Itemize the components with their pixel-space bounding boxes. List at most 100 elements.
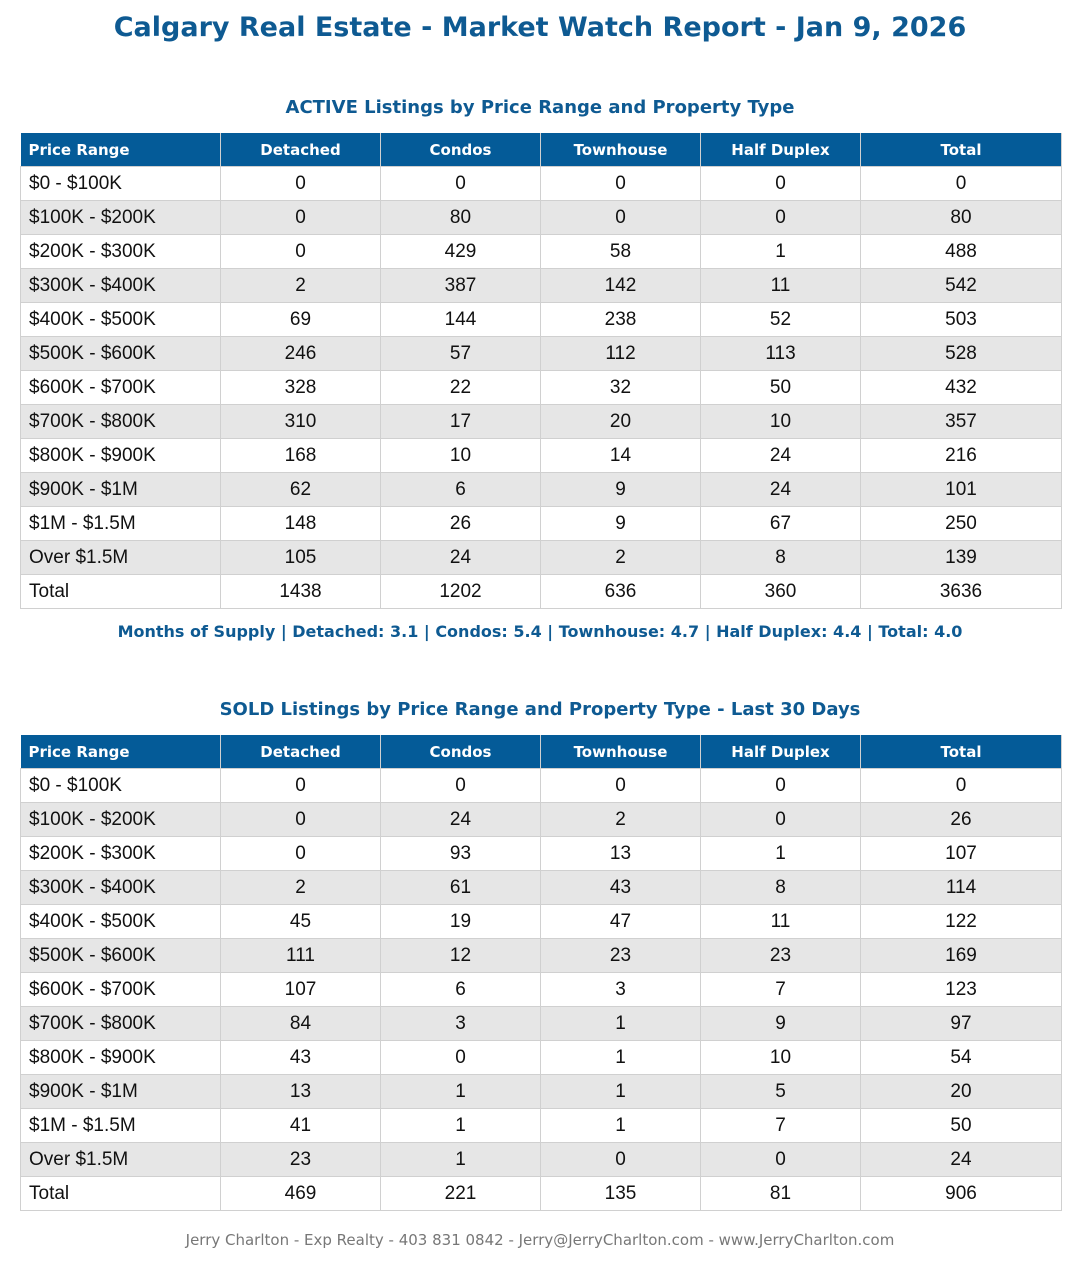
table-cell: 216 <box>860 438 1062 473</box>
table-cell: 13 <box>540 836 701 871</box>
table-row: $500K - $600K 111 12 23 23 169 <box>20 938 1062 973</box>
table-cell: 0 <box>220 802 381 837</box>
table-cell: 24 <box>860 1142 1062 1177</box>
table-cell: 168 <box>220 438 381 473</box>
table-cell: 5 <box>700 1074 861 1109</box>
table-cell: 2 <box>540 802 701 837</box>
table-cell: 1 <box>540 1074 701 1109</box>
table-cell: 9 <box>540 472 701 507</box>
table-cell: 0 <box>220 234 381 269</box>
table-row: $900K - $1M 62 6 9 24 101 <box>20 472 1062 507</box>
table-cell: 1 <box>380 1108 541 1143</box>
table-row: $800K - $900K 168 10 14 24 216 <box>20 438 1062 473</box>
sold-table: Price Range Detached Condos Townhouse Half D… <box>20 735 1062 1211</box>
table-cell: 84 <box>220 1006 381 1041</box>
table-cell: 111 <box>220 938 381 973</box>
table-row: $500K - $600K 246 57 112 113 528 <box>20 336 1062 371</box>
table-cell: 23 <box>540 938 701 973</box>
table-cell: 360 <box>700 574 861 609</box>
table-cell: 503 <box>860 302 1062 337</box>
table-cell: 93 <box>380 836 541 871</box>
table-cell: 41 <box>220 1108 381 1143</box>
table-cell: 112 <box>540 336 701 371</box>
table-row: $900K - $1M 13 1 1 5 20 <box>20 1074 1062 1109</box>
table-cell: 0 <box>700 802 861 837</box>
table-row: $700K - $800K 84 3 1 9 97 <box>20 1006 1062 1041</box>
page-title: Calgary Real Estate - Market Watch Repor… <box>113 12 967 43</box>
table-cell: 6 <box>380 972 541 1007</box>
table-row: $300K - $400K 2 387 142 11 542 <box>20 268 1062 303</box>
table-cell: 0 <box>540 200 701 235</box>
table-cell: 26 <box>860 802 1062 837</box>
table-row: $200K - $300K 0 93 13 1 107 <box>20 836 1062 871</box>
table-cell: $800K - $900K <box>20 1040 221 1075</box>
table-row: $0 - $100K 0 0 0 0 0 <box>20 768 1062 803</box>
table-cell: 11 <box>700 904 861 939</box>
table-cell: $700K - $800K <box>20 1006 221 1041</box>
table-cell: 488 <box>860 234 1062 269</box>
table-cell: 7 <box>700 972 861 1007</box>
column-header: Townhouse <box>540 735 701 769</box>
table-cell: 0 <box>220 166 381 201</box>
table-cell: 0 <box>860 768 1062 803</box>
table-cell: 3 <box>540 972 701 1007</box>
table-row: $1M - $1.5M 41 1 1 7 50 <box>20 1108 1062 1143</box>
table-cell: 52 <box>700 302 861 337</box>
table-cell: 50 <box>700 370 861 405</box>
table-cell: 20 <box>540 404 701 439</box>
table-row: $200K - $300K 0 429 58 1 488 <box>20 234 1062 269</box>
total-row: Total 1438 1202 636 360 3636 <box>20 574 1062 609</box>
column-header: Detached <box>220 133 381 167</box>
table-cell: 10 <box>700 404 861 439</box>
table-cell: 246 <box>220 336 381 371</box>
table-row: $0 - $100K 0 0 0 0 0 <box>20 166 1062 201</box>
table-cell: 32 <box>540 370 701 405</box>
table-cell: 144 <box>380 302 541 337</box>
table-cell: 139 <box>860 540 1062 575</box>
table-row: $400K - $500K 45 19 47 11 122 <box>20 904 1062 939</box>
table-cell: 107 <box>220 972 381 1007</box>
table-cell: 0 <box>860 166 1062 201</box>
table-cell: 0 <box>220 200 381 235</box>
table-cell: 469 <box>220 1176 381 1211</box>
table-row: $400K - $500K 69 144 238 52 503 <box>20 302 1062 337</box>
table-cell: 542 <box>860 268 1062 303</box>
table-cell: 57 <box>380 336 541 371</box>
table-cell: 357 <box>860 404 1062 439</box>
table-cell: 0 <box>380 768 541 803</box>
table-cell: 1 <box>540 1108 701 1143</box>
table-cell: 429 <box>380 234 541 269</box>
table-cell: 8 <box>700 870 861 905</box>
table-cell: 387 <box>380 268 541 303</box>
table-cell: 636 <box>540 574 701 609</box>
table-cell: 105 <box>220 540 381 575</box>
table-cell: 62 <box>220 472 381 507</box>
table-cell: 14 <box>540 438 701 473</box>
table-cell: 169 <box>860 938 1062 973</box>
table-cell: 11 <box>700 268 861 303</box>
table-cell: 12 <box>380 938 541 973</box>
table-cell: 17 <box>380 404 541 439</box>
table-cell: 0 <box>540 768 701 803</box>
table-cell: Over $1.5M <box>20 1142 221 1177</box>
table-cell: 22 <box>380 370 541 405</box>
footer-contact: Jerry Charlton - Exp Realty - 403 831 08… <box>185 1231 895 1249</box>
table-cell: $1M - $1.5M <box>20 506 221 541</box>
table-cell: $1M - $1.5M <box>20 1108 221 1143</box>
table-cell: 24 <box>380 802 541 837</box>
column-header: Total <box>860 133 1062 167</box>
table-row: $600K - $700K 328 22 32 50 432 <box>20 370 1062 405</box>
table-cell: Over $1.5M <box>20 540 221 575</box>
table-row: Over $1.5M 23 1 0 0 24 <box>20 1142 1062 1177</box>
table-cell: 23 <box>700 938 861 973</box>
table-cell: 8 <box>700 540 861 575</box>
active-heading: ACTIVE Listings by Price Range and Prope… <box>285 97 795 118</box>
table-cell: 97 <box>860 1006 1062 1041</box>
table-cell: 45 <box>220 904 381 939</box>
table-cell: 10 <box>700 1040 861 1075</box>
table-cell: 0 <box>540 166 701 201</box>
table-cell: 0 <box>540 1142 701 1177</box>
table-cell: 61 <box>380 870 541 905</box>
table-cell: 1 <box>540 1040 701 1075</box>
table-cell: 238 <box>540 302 701 337</box>
